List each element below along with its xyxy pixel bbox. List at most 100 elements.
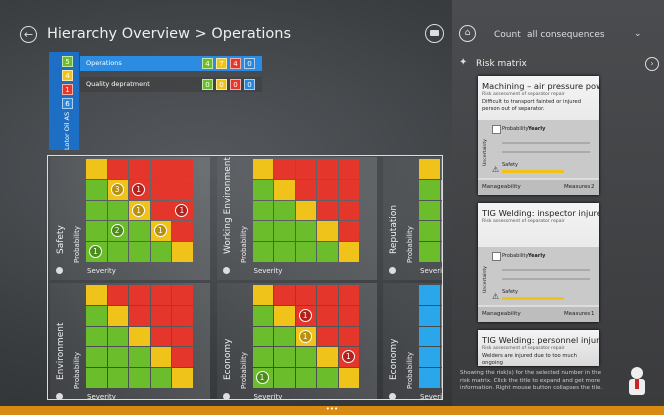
matrix-cell[interactable]	[338, 305, 360, 326]
matrix-cell[interactable]	[440, 326, 442, 347]
matrix-cell[interactable]	[440, 200, 442, 221]
matrix-cell[interactable]	[252, 242, 274, 262]
matrix-cell[interactable]	[150, 285, 172, 305]
matrix-cell[interactable]	[150, 326, 172, 347]
matrix-cell[interactable]	[419, 368, 440, 388]
matrix-cell[interactable]	[172, 179, 193, 200]
risk-marker[interactable]: 1	[298, 329, 312, 343]
matrix-cell[interactable]	[317, 305, 338, 326]
matrix-cell[interactable]	[252, 221, 274, 242]
matrix-cell[interactable]	[440, 242, 442, 262]
matrix-cell[interactable]	[86, 368, 107, 388]
risk-marker[interactable]: 1	[132, 182, 146, 196]
home-button[interactable]: ⌂	[459, 25, 476, 42]
risk-marker[interactable]: 1	[298, 308, 312, 322]
risk-marker[interactable]: 1	[341, 350, 355, 364]
matrix-cell[interactable]	[86, 326, 107, 347]
matrix-cell[interactable]	[150, 242, 172, 262]
matrix-cell[interactable]	[317, 347, 338, 368]
matrix-cell[interactable]	[440, 368, 442, 388]
matrix-cell[interactable]	[295, 159, 317, 179]
matrix-cell[interactable]	[295, 285, 317, 305]
matrix-cell[interactable]	[86, 305, 107, 326]
count-filter[interactable]: all consequences	[527, 30, 605, 40]
risk-marker[interactable]: 1	[255, 371, 269, 385]
matrix-cell[interactable]	[440, 159, 442, 179]
matrix-cell[interactable]	[172, 368, 193, 388]
matrix-cell[interactable]	[274, 159, 295, 179]
matrix-cell[interactable]	[440, 221, 442, 242]
matrix-cell[interactable]	[419, 200, 440, 221]
matrix-cell[interactable]	[419, 179, 440, 200]
risk-marker[interactable]: 2	[110, 224, 124, 238]
risk-card[interactable]: Machining – air pressure powe...Risk ass…	[478, 76, 599, 195]
risk-marker[interactable]: 1	[175, 203, 189, 217]
matrix-cell[interactable]	[274, 347, 295, 368]
risk-card[interactable]: TIG Welding: personnel injury Risk assess…	[478, 330, 599, 366]
risk-marker[interactable]: 1	[153, 224, 167, 238]
matrix-cell[interactable]	[317, 368, 338, 388]
matrix-cell[interactable]	[338, 285, 360, 305]
matrix-cell[interactable]	[440, 347, 442, 368]
matrix-cell[interactable]	[274, 326, 295, 347]
matrix-cell[interactable]	[172, 305, 193, 326]
risk-marker[interactable]: 1	[89, 245, 102, 259]
matrix-cell[interactable]	[317, 179, 338, 200]
matrix-cell[interactable]	[440, 179, 442, 200]
matrix-cell[interactable]	[274, 200, 295, 221]
matrix-cell[interactable]	[252, 179, 274, 200]
matrix-cell[interactable]	[107, 159, 129, 179]
matrix-cell[interactable]	[295, 200, 317, 221]
matrix-cell[interactable]	[419, 285, 440, 305]
matrix-cell[interactable]	[338, 179, 360, 200]
matrix-cell[interactable]	[150, 159, 172, 179]
matrix-cell[interactable]	[172, 285, 193, 305]
matrix-cell[interactable]	[172, 221, 193, 242]
matrix-cell[interactable]	[274, 221, 295, 242]
matrix-cell[interactable]	[274, 242, 295, 262]
matrix-cell[interactable]	[252, 159, 274, 179]
matrix-cell[interactable]	[338, 326, 360, 347]
matrix-cell[interactable]	[129, 285, 150, 305]
matrix-cell[interactable]	[338, 159, 360, 179]
matrix-cell[interactable]	[274, 305, 295, 326]
matrix-cell[interactable]	[274, 285, 295, 305]
app-bar[interactable]: •••	[0, 406, 664, 415]
matrix-cell[interactable]	[252, 347, 274, 368]
matrix-cell[interactable]	[86, 179, 107, 200]
expand-button[interactable]: ›	[645, 57, 659, 71]
dropdown-chevron[interactable]: ⌄	[634, 29, 642, 39]
matrix-cell[interactable]	[252, 200, 274, 221]
matrix-cell[interactable]	[107, 326, 129, 347]
matrix-cell[interactable]	[317, 221, 338, 242]
matrix-cell[interactable]	[419, 242, 440, 262]
matrix-cell[interactable]	[317, 200, 338, 221]
matrix-cell[interactable]	[129, 347, 150, 368]
matrix-cell[interactable]	[274, 368, 295, 388]
matrix-cell[interactable]	[295, 221, 317, 242]
matrix-cell[interactable]	[419, 347, 440, 368]
matrix-cell[interactable]	[252, 326, 274, 347]
matrix-cell[interactable]	[172, 159, 193, 179]
risk-marker[interactable]: 1	[132, 203, 146, 217]
matrix-cell[interactable]	[317, 326, 338, 347]
matrix-cell[interactable]	[317, 285, 338, 305]
matrix-cell[interactable]	[295, 242, 317, 262]
matrix-cell[interactable]	[150, 368, 172, 388]
matrix-cell[interactable]	[440, 305, 442, 326]
matrix-cell[interactable]	[419, 221, 440, 242]
matrix-cell[interactable]	[86, 200, 107, 221]
matrix-cell[interactable]	[150, 305, 172, 326]
matrix-cell[interactable]	[317, 159, 338, 179]
card-title[interactable]: Machining – air pressure powe...	[482, 81, 599, 91]
matrix-cell[interactable]	[86, 347, 107, 368]
card-title[interactable]: TIG Welding: inspector injured	[482, 208, 599, 218]
matrix-cell[interactable]	[172, 326, 193, 347]
matrix-cell[interactable]	[150, 200, 172, 221]
matrix-cell[interactable]	[107, 285, 129, 305]
comment-button[interactable]	[425, 24, 444, 43]
matrix-cell[interactable]	[107, 368, 129, 388]
matrix-cell[interactable]	[440, 285, 442, 305]
matrix-cell[interactable]	[150, 347, 172, 368]
matrix-cell[interactable]	[86, 285, 107, 305]
